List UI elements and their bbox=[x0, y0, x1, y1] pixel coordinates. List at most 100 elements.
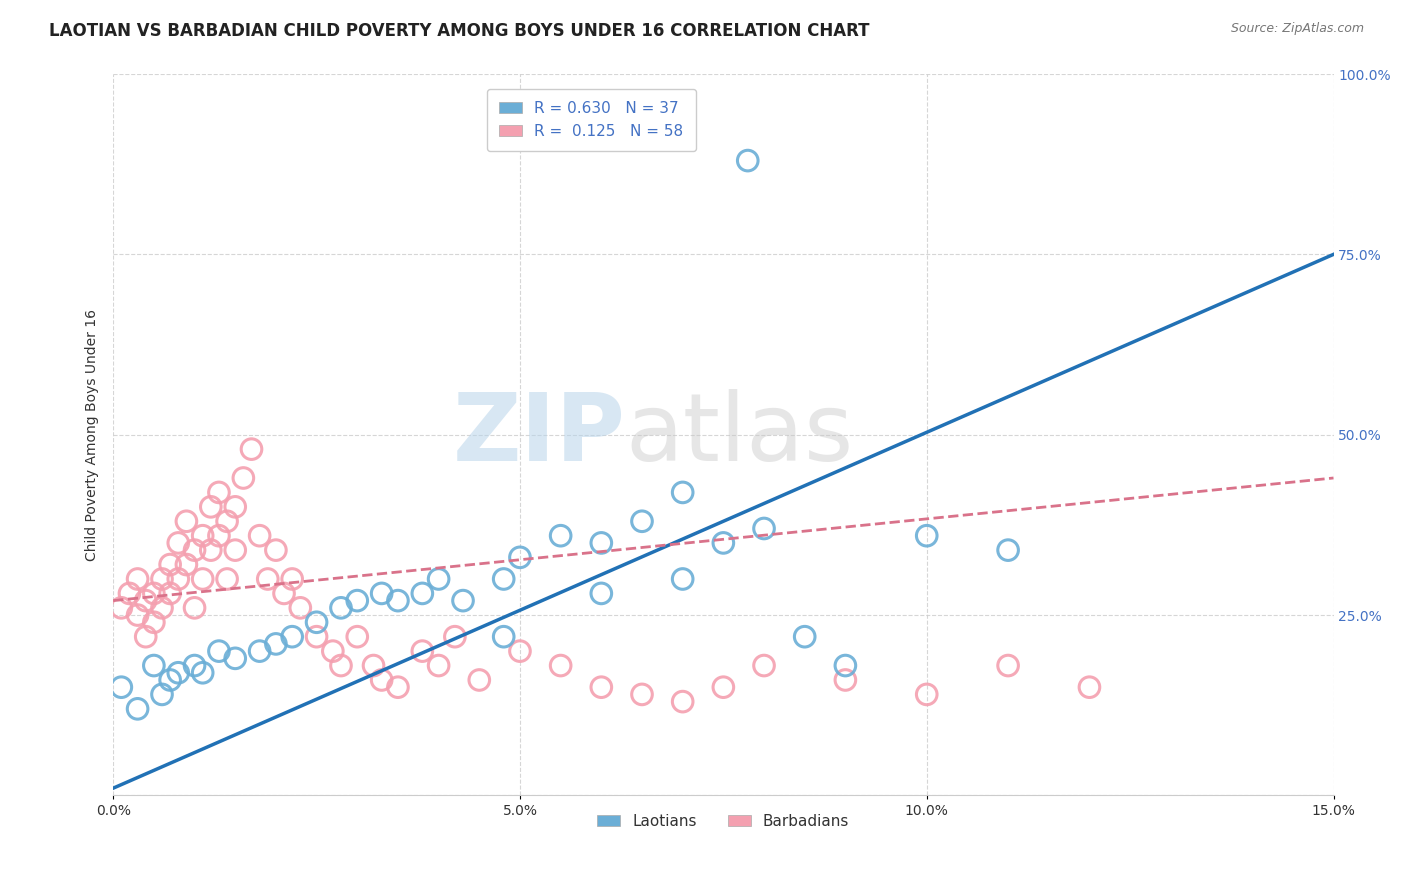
Point bbox=[127, 702, 149, 716]
Point bbox=[672, 695, 695, 709]
Point bbox=[281, 630, 304, 644]
Point bbox=[183, 543, 205, 558]
Point bbox=[290, 600, 312, 615]
Point bbox=[264, 543, 287, 558]
Point bbox=[468, 673, 491, 687]
Point bbox=[217, 514, 239, 528]
Point bbox=[150, 600, 173, 615]
Text: LAOTIAN VS BARBADIAN CHILD POVERTY AMONG BOYS UNDER 16 CORRELATION CHART: LAOTIAN VS BARBADIAN CHILD POVERTY AMONG… bbox=[49, 22, 870, 40]
Point bbox=[176, 514, 198, 528]
Point bbox=[387, 680, 409, 694]
Point bbox=[387, 593, 409, 607]
Point bbox=[711, 680, 734, 694]
Point bbox=[370, 586, 392, 600]
Point bbox=[183, 658, 205, 673]
Point bbox=[451, 593, 474, 607]
Point bbox=[737, 153, 759, 168]
Point bbox=[135, 593, 157, 607]
Point bbox=[167, 572, 190, 586]
Point bbox=[591, 680, 613, 694]
Point bbox=[411, 586, 433, 600]
Point bbox=[249, 529, 271, 543]
Point bbox=[159, 558, 181, 572]
Point bbox=[167, 665, 190, 680]
Point bbox=[915, 687, 938, 701]
Point bbox=[330, 658, 353, 673]
Point bbox=[322, 644, 344, 658]
Point bbox=[183, 600, 205, 615]
Point bbox=[591, 536, 613, 550]
Point bbox=[273, 586, 295, 600]
Text: Source: ZipAtlas.com: Source: ZipAtlas.com bbox=[1230, 22, 1364, 36]
Point bbox=[370, 673, 392, 687]
Point bbox=[427, 658, 450, 673]
Point bbox=[752, 521, 775, 535]
Point bbox=[208, 485, 231, 500]
Text: atlas: atlas bbox=[626, 389, 853, 481]
Point bbox=[142, 658, 165, 673]
Point bbox=[264, 637, 287, 651]
Point bbox=[224, 651, 246, 665]
Point bbox=[224, 500, 246, 514]
Point bbox=[631, 514, 654, 528]
Point bbox=[208, 644, 231, 658]
Point bbox=[672, 485, 695, 500]
Legend: Laotians, Barbadians: Laotians, Barbadians bbox=[592, 807, 855, 835]
Point bbox=[200, 500, 222, 514]
Point bbox=[176, 558, 198, 572]
Point bbox=[208, 529, 231, 543]
Point bbox=[834, 658, 856, 673]
Point bbox=[191, 665, 214, 680]
Point bbox=[224, 543, 246, 558]
Point bbox=[550, 529, 572, 543]
Point bbox=[672, 572, 695, 586]
Point bbox=[492, 572, 515, 586]
Point bbox=[127, 608, 149, 623]
Point bbox=[135, 630, 157, 644]
Point bbox=[752, 658, 775, 673]
Point bbox=[110, 680, 132, 694]
Point bbox=[217, 572, 239, 586]
Point bbox=[305, 630, 328, 644]
Point bbox=[346, 630, 368, 644]
Point bbox=[281, 572, 304, 586]
Point bbox=[110, 600, 132, 615]
Point bbox=[191, 529, 214, 543]
Point bbox=[509, 644, 531, 658]
Point bbox=[363, 658, 385, 673]
Point bbox=[427, 572, 450, 586]
Point bbox=[200, 543, 222, 558]
Point bbox=[550, 658, 572, 673]
Point bbox=[127, 572, 149, 586]
Point bbox=[191, 572, 214, 586]
Point bbox=[793, 630, 815, 644]
Point bbox=[118, 586, 141, 600]
Point bbox=[711, 536, 734, 550]
Y-axis label: Child Poverty Among Boys Under 16: Child Poverty Among Boys Under 16 bbox=[86, 309, 100, 561]
Point bbox=[591, 586, 613, 600]
Point bbox=[492, 630, 515, 644]
Point bbox=[509, 550, 531, 565]
Point bbox=[240, 442, 263, 457]
Point bbox=[150, 572, 173, 586]
Point bbox=[232, 471, 254, 485]
Point bbox=[915, 529, 938, 543]
Point bbox=[256, 572, 278, 586]
Point bbox=[159, 586, 181, 600]
Point bbox=[330, 600, 353, 615]
Point bbox=[305, 615, 328, 630]
Point bbox=[997, 658, 1019, 673]
Point bbox=[997, 543, 1019, 558]
Point bbox=[1078, 680, 1101, 694]
Point bbox=[150, 687, 173, 701]
Point bbox=[159, 673, 181, 687]
Text: ZIP: ZIP bbox=[453, 389, 626, 481]
Point bbox=[444, 630, 467, 644]
Point bbox=[142, 586, 165, 600]
Point bbox=[142, 615, 165, 630]
Point bbox=[167, 536, 190, 550]
Point bbox=[834, 673, 856, 687]
Point bbox=[346, 593, 368, 607]
Point bbox=[249, 644, 271, 658]
Point bbox=[631, 687, 654, 701]
